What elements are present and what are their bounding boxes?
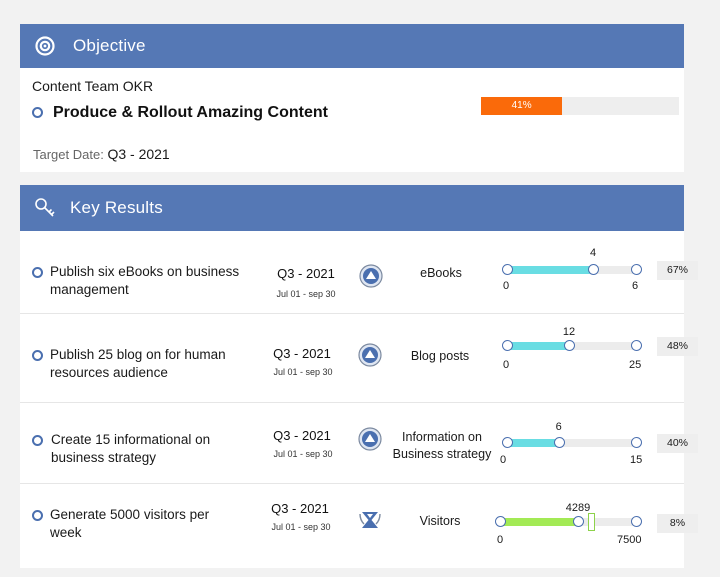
triangle-up-circle-icon[interactable] [358,427,382,451]
key-result-percent: 40% [657,434,698,453]
key-result-percent: 67% [657,261,698,280]
slider-fill [500,518,578,526]
key-result-dates: Jul 01 - sep 30 [276,289,336,299]
key-icon [34,197,56,224]
slider-fill [507,342,569,350]
key-result-title[interactable]: Create 15 informational on business stra… [51,432,211,465]
key-result-metric: Visitors [419,514,461,528]
key-result-metric: eBooks [420,266,462,280]
slider-max-label: 25 [629,359,642,371]
slider-start-knob[interactable] [495,516,506,527]
objective-title[interactable]: Produce & Rollout Amazing Content [53,104,328,121]
key-result-slider[interactable] [502,264,642,275]
key-results-card: Key Results Publish six eBooks on busine… [20,185,698,568]
triangle-up-circle-icon[interactable] [358,343,382,367]
target-date: Target Date: Q3 - 2021 [33,146,170,162]
triangle-up-circle-icon[interactable] [359,264,383,288]
key-result-percent: 48% [657,337,698,356]
key-results-header-title: Key Results [70,198,163,217]
objective-header-title: Objective [73,36,146,55]
key-result-bullet-icon [32,350,43,361]
row-divider [20,483,684,484]
slider-start-knob[interactable] [502,340,513,351]
slider-min-label: 0 [500,454,507,466]
key-result-dates: Jul 01 - sep 30 [273,449,333,459]
objective-bullet-icon [32,107,43,118]
target-date-label: Target Date: [33,147,104,162]
objective-card: Objective Content Team OKR Produce & Rol… [20,24,684,172]
slider-current-value: 6 [555,421,562,433]
key-results-header: Key Results [20,185,684,231]
key-result-title[interactable]: Generate 5000 visitors per week [50,507,210,540]
key-result-slider[interactable] [502,437,642,448]
key-result-bullet-icon [32,435,43,446]
key-result-quarter: Q3 - 2021 [273,428,331,443]
key-result-slider[interactable] [495,513,642,531]
target-icon [35,36,55,61]
slider-end-knob[interactable] [631,264,642,275]
slider-current-value: 4289 [565,502,591,514]
key-result-title[interactable]: Publish 25 blog on for human resources a… [50,347,226,380]
key-result-dates: Jul 01 - sep 30 [273,367,333,377]
slider-end-knob[interactable] [631,340,642,351]
slider-target-marker[interactable] [587,513,595,531]
slider-max-label: 15 [630,454,643,466]
slider-current-knob[interactable] [588,264,599,275]
key-result-title[interactable]: Publish six eBooks on business managemen… [50,264,240,297]
slider-min-label: 0 [503,359,510,371]
objective-progress-label: 41% [511,100,532,111]
objective-header: Objective [20,24,684,68]
row-divider [20,313,684,314]
key-result-quarter: Q3 - 2021 [277,266,335,281]
team-name: Content Team OKR [32,78,154,94]
key-result-metric: Information on Business strategy [392,430,492,461]
slider-start-knob[interactable] [502,264,513,275]
key-result-quarter: Q3 - 2021 [271,501,329,516]
slider-end-knob[interactable] [631,516,642,527]
slider-min-label: 0 [503,280,510,292]
slider-end-knob[interactable] [631,437,642,448]
slider-current-value: 12 [562,326,576,338]
key-result-percent: 8% [657,514,698,533]
objective-progress-fill: 41% [481,97,563,115]
objective-progress-bar: 41% [481,97,679,115]
key-result-bullet-icon [32,267,43,278]
slider-start-knob[interactable] [502,437,513,448]
slider-current-value: 4 [590,247,597,259]
slider-current-knob[interactable] [553,437,565,448]
slider-current-knob[interactable] [563,340,575,351]
key-result-metric: Blog posts [410,349,470,363]
row-divider [20,402,684,403]
slider-fill [507,439,559,447]
slider-current-knob[interactable] [572,516,584,527]
slider-fill [507,266,593,274]
target-date-value: Q3 - 2021 [107,146,170,162]
slider-max-label: 7500 [617,534,642,546]
hourglass-icon[interactable] [358,508,382,532]
key-result-slider[interactable] [502,340,642,351]
slider-max-label: 6 [632,280,639,292]
slider-min-label: 0 [497,534,504,546]
key-result-dates: Jul 01 - sep 30 [271,522,331,532]
key-result-bullet-icon [32,510,43,521]
key-result-quarter: Q3 - 2021 [273,346,331,361]
